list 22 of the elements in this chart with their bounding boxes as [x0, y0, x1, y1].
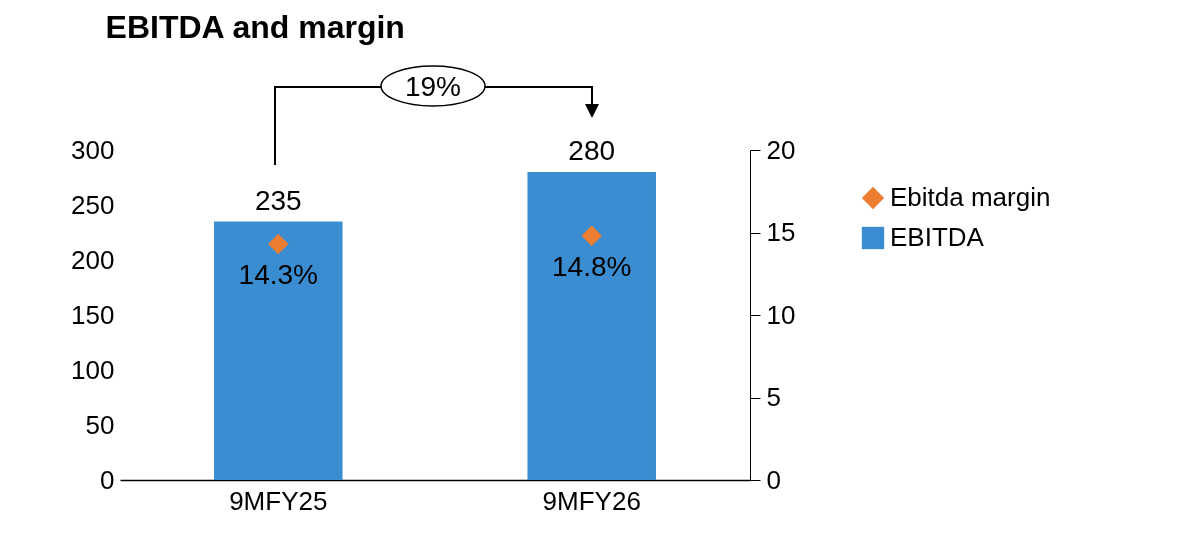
legend-label: EBITDA	[890, 222, 985, 252]
y2-tick-label: 10	[766, 299, 796, 330]
x-tick-label: 9MFY25	[229, 485, 328, 516]
text: 19%	[404, 71, 462, 102]
y-tick-label: 0	[100, 464, 115, 495]
data-label: 14.8%	[552, 250, 632, 282]
y-tick-label: 300	[71, 134, 115, 165]
y2-tick-label: 0	[766, 464, 781, 495]
x-tick-label: 9MFY26	[542, 485, 641, 516]
y-tick-label: 100	[71, 354, 115, 385]
y-tick-label: 150	[71, 299, 115, 330]
y2-tick-label: 15	[766, 217, 796, 247]
y-tick-label: 200	[71, 244, 115, 275]
y-tick-label: 50	[85, 409, 115, 440]
data-label: 280	[568, 135, 616, 166]
y2-tick-label: 5	[766, 382, 781, 412]
legend-label: Ebitda margin	[890, 182, 1051, 212]
data-label: 14.3%	[238, 259, 318, 291]
y2-tick-label: 20	[766, 134, 796, 165]
chart-title: EBITDA and margin	[105, 9, 405, 45]
data-label: 235	[254, 184, 302, 216]
y-tick-label: 250	[71, 189, 115, 220]
